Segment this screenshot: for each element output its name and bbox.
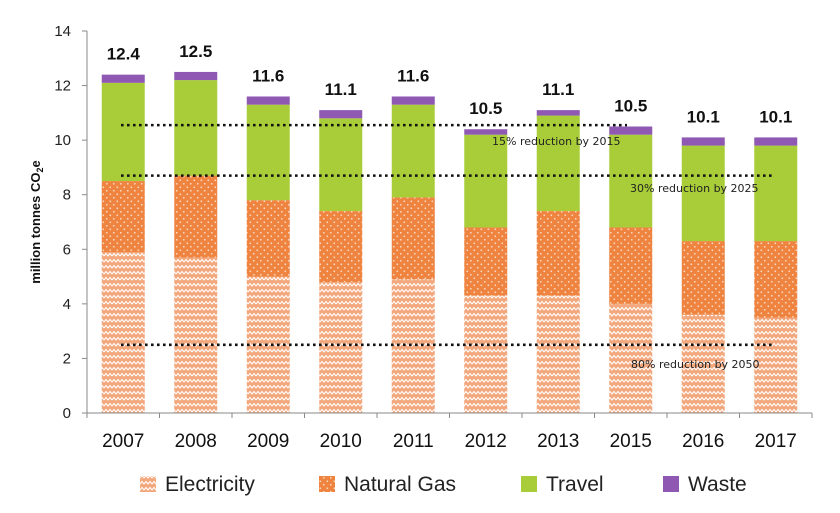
bar-total-label: 10.5 — [469, 99, 502, 118]
bar-travel — [609, 134, 653, 228]
legend: Electricity Natural Gas Travel Waste — [140, 473, 747, 496]
bar-waste — [464, 129, 508, 135]
bar-waste — [101, 74, 145, 83]
y-tick-label: 4 — [63, 296, 71, 313]
bar-travel — [174, 80, 218, 176]
bars: 12.4 12.5 11.6 11.1 11.6 10.5 11.1 10.5 10.1 10.1 — [101, 42, 798, 413]
legend-swatch-natural-gas — [319, 476, 335, 492]
bar-waste — [246, 96, 290, 105]
bar-electricity — [391, 279, 435, 413]
y-tick-label: 0 — [63, 405, 71, 422]
bar-electricity — [101, 252, 145, 413]
bar-waste — [681, 137, 725, 146]
y-tick-label: 10 — [54, 132, 71, 149]
bar-total-label: 10.1 — [687, 107, 720, 126]
x-tick-label: 2009 — [247, 431, 289, 452]
y-tick-label: 6 — [63, 241, 71, 258]
bar-electricity — [754, 317, 798, 413]
bar-waste — [536, 110, 580, 116]
bar-travel — [391, 104, 435, 198]
bar-natural-gas — [101, 181, 145, 253]
bar-waste — [609, 126, 653, 135]
bar-electricity — [174, 257, 218, 413]
reduction-target-label: 30% reduction by 2025 — [630, 182, 759, 195]
bar-travel — [246, 104, 290, 201]
legend-swatch-travel — [521, 476, 537, 492]
y-tick-label: 8 — [63, 187, 71, 204]
y-tick-label: 12 — [54, 78, 71, 95]
x-tick-label: 2007 — [102, 431, 144, 452]
legend-label-natural-gas: Natural Gas — [344, 473, 456, 496]
bar-travel — [681, 145, 725, 242]
bar-natural-gas — [754, 241, 798, 318]
x-tick-label: 2010 — [320, 431, 362, 452]
bar-waste — [391, 96, 435, 105]
bar-natural-gas — [246, 200, 290, 277]
x-tick-label: 2013 — [537, 431, 579, 452]
y-axis: 0 2 4 6 8 10 12 14 — [54, 23, 88, 422]
x-tick-label: 2017 — [755, 431, 797, 452]
bar-electricity — [319, 282, 363, 413]
legend-swatch-waste — [663, 476, 679, 492]
bar-electricity — [609, 303, 653, 413]
y-tick-label: 14 — [54, 23, 71, 40]
bar-waste — [754, 137, 798, 146]
bar-travel — [464, 134, 508, 228]
reduction-targets: 15% reduction by 2015 30% reduction by 20… — [121, 123, 775, 371]
bar-electricity — [681, 314, 725, 413]
bar-natural-gas — [681, 241, 725, 315]
bar-total-label: 12.5 — [179, 42, 212, 61]
reduction-target-label: 15% reduction by 2015 — [492, 135, 621, 148]
bar-waste — [319, 110, 363, 119]
bar-travel — [101, 82, 145, 182]
bar-travel — [754, 145, 798, 242]
x-tick-label: 2015 — [610, 431, 652, 452]
bar-natural-gas — [319, 211, 363, 283]
legend-label-waste: Waste — [688, 473, 747, 496]
bar-travel — [319, 118, 363, 212]
bar-natural-gas — [536, 211, 580, 296]
bar-electricity — [536, 295, 580, 413]
bar-total-label: 10.5 — [614, 97, 647, 116]
legend-label-electricity: Electricity — [165, 473, 255, 496]
bar-waste — [174, 71, 218, 81]
bar-total-label: 11.1 — [542, 80, 574, 99]
y-tick-label: 2 — [63, 350, 71, 367]
reduction-target-label: 80% reduction by 2050 — [631, 358, 760, 371]
bar-natural-gas — [174, 175, 218, 258]
x-tick-label: 2011 — [393, 431, 434, 452]
bar-natural-gas — [609, 227, 653, 304]
bar-total-label: 12.4 — [107, 45, 141, 64]
x-tick-label: 2016 — [682, 431, 724, 452]
x-tick-label: 2012 — [465, 431, 507, 452]
bar-natural-gas — [464, 227, 508, 296]
legend-swatch-electricity — [140, 476, 156, 492]
bar-total-label: 10.1 — [759, 107, 792, 126]
y-axis-label: million tonnes CO2e — [28, 160, 45, 283]
bar-total-label: 11.6 — [252, 66, 284, 85]
x-tick-label: 2008 — [175, 431, 217, 452]
bar-total-label: 11.6 — [397, 66, 429, 85]
bar-travel — [536, 115, 580, 212]
x-axis: 2007 2008 2009 2010 2011 2012 2013 2015 2016 2017 — [86, 412, 813, 452]
bar-natural-gas — [391, 197, 435, 280]
bar-electricity — [464, 295, 508, 413]
legend-label-travel: Travel — [546, 473, 604, 496]
bar-total-label: 11.1 — [325, 80, 357, 99]
